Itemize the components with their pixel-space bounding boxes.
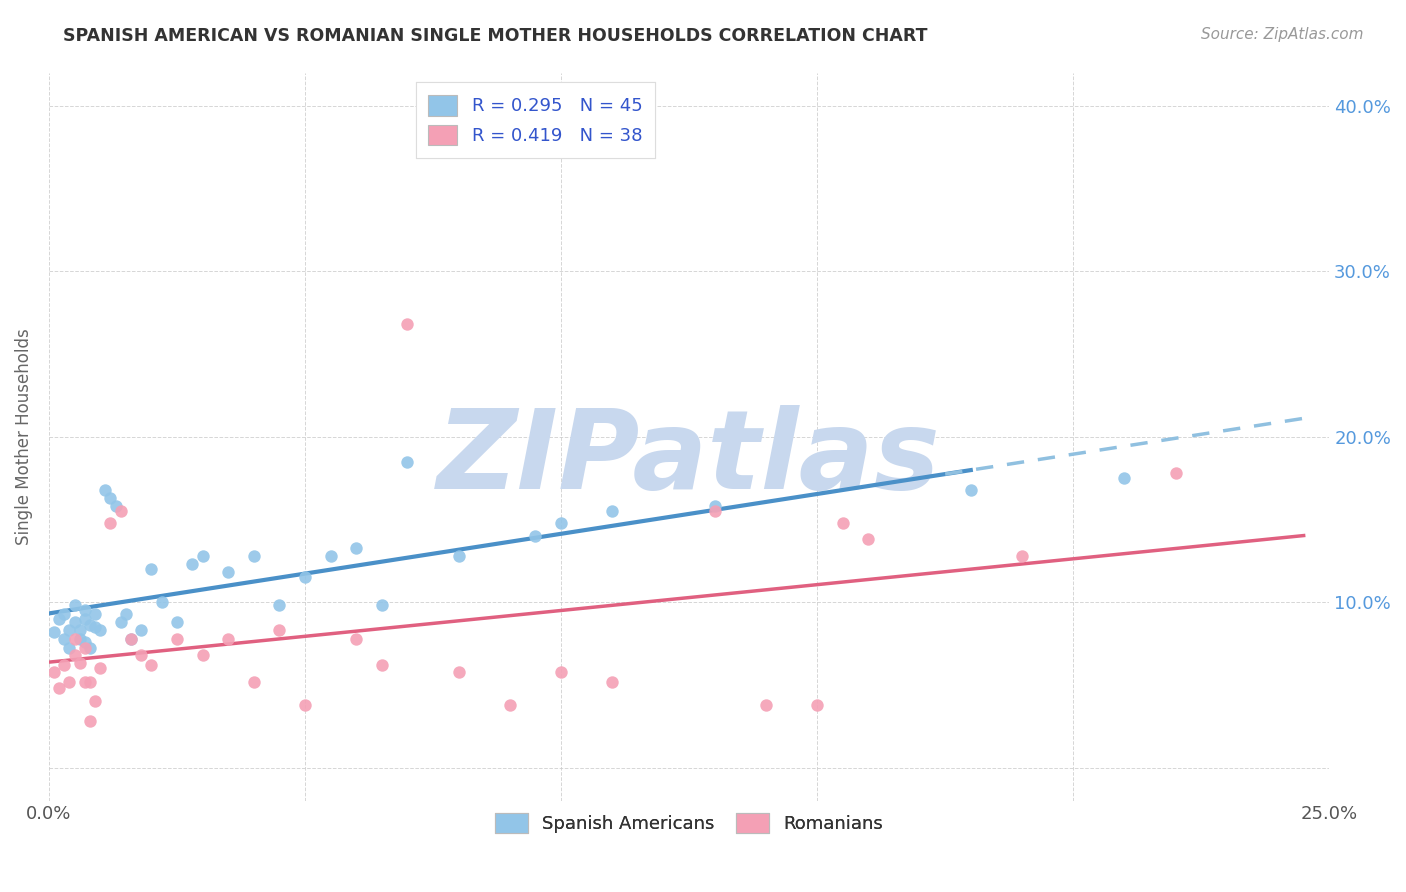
Point: [447, 665, 470, 679]
Point: [69, 657, 91, 671]
Point: [129, 648, 152, 662]
Point: [84, 620, 107, 634]
Point: [269, 599, 291, 613]
Point: [120, 632, 142, 646]
Point: [53, 607, 76, 621]
Point: [141, 658, 163, 673]
Point: [371, 599, 394, 613]
Point: [73, 603, 96, 617]
Point: [1164, 466, 1187, 480]
Point: [344, 632, 367, 646]
Point: [959, 483, 981, 497]
Point: [181, 557, 204, 571]
Point: [69, 632, 91, 646]
Point: [89, 624, 111, 638]
Point: [371, 658, 394, 673]
Point: [294, 698, 316, 712]
Point: [166, 632, 188, 646]
Point: [217, 632, 239, 646]
Point: [63, 599, 86, 613]
Point: [294, 570, 316, 584]
Point: [269, 624, 291, 638]
Point: [396, 318, 419, 332]
Point: [48, 612, 70, 626]
Point: [58, 674, 80, 689]
Point: [166, 615, 188, 629]
Point: [831, 516, 853, 530]
Point: [755, 698, 778, 712]
Point: [100, 516, 122, 530]
Point: [42, 624, 65, 639]
Point: [58, 641, 80, 656]
Point: [84, 607, 107, 621]
Point: [79, 641, 101, 656]
Point: [344, 541, 367, 555]
Point: [114, 607, 136, 621]
Y-axis label: Single Mother Households: Single Mother Households: [15, 328, 32, 545]
Point: [243, 674, 266, 689]
Point: [73, 641, 96, 656]
Point: [73, 612, 96, 626]
Point: [524, 529, 547, 543]
Point: [806, 698, 828, 712]
Point: [120, 632, 142, 646]
Point: [600, 674, 623, 689]
Point: [79, 618, 101, 632]
Point: [447, 549, 470, 563]
Point: [53, 658, 76, 673]
Point: [110, 615, 132, 629]
Text: Source: ZipAtlas.com: Source: ZipAtlas.com: [1201, 27, 1364, 42]
Point: [191, 648, 214, 662]
Point: [150, 595, 173, 609]
Point: [94, 483, 117, 497]
Point: [73, 635, 96, 649]
Point: [600, 504, 623, 518]
Point: [550, 665, 572, 679]
Point: [1114, 471, 1136, 485]
Point: [499, 698, 522, 712]
Point: [100, 491, 122, 505]
Point: [217, 566, 239, 580]
Point: [243, 549, 266, 563]
Point: [48, 681, 70, 695]
Point: [79, 714, 101, 729]
Point: [42, 665, 65, 679]
Point: [1011, 549, 1033, 563]
Point: [53, 632, 76, 646]
Point: [104, 500, 127, 514]
Point: [191, 549, 214, 563]
Point: [141, 562, 163, 576]
Point: [84, 694, 107, 708]
Point: [858, 533, 880, 547]
Point: [129, 624, 152, 638]
Text: ZIPatlas: ZIPatlas: [437, 405, 941, 512]
Text: SPANISH AMERICAN VS ROMANIAN SINGLE MOTHER HOUSEHOLDS CORRELATION CHART: SPANISH AMERICAN VS ROMANIAN SINGLE MOTH…: [63, 27, 928, 45]
Point: [63, 648, 86, 662]
Point: [73, 674, 96, 689]
Point: [89, 661, 111, 675]
Point: [703, 504, 725, 518]
Point: [110, 504, 132, 518]
Point: [63, 632, 86, 646]
Point: [63, 615, 86, 629]
Legend: Spanish Americans, Romanians: Spanish Americans, Romanians: [486, 804, 891, 843]
Point: [79, 674, 101, 689]
Point: [703, 500, 725, 514]
Point: [319, 549, 342, 563]
Point: [550, 516, 572, 530]
Point: [58, 624, 80, 638]
Point: [396, 454, 419, 468]
Point: [69, 624, 91, 638]
